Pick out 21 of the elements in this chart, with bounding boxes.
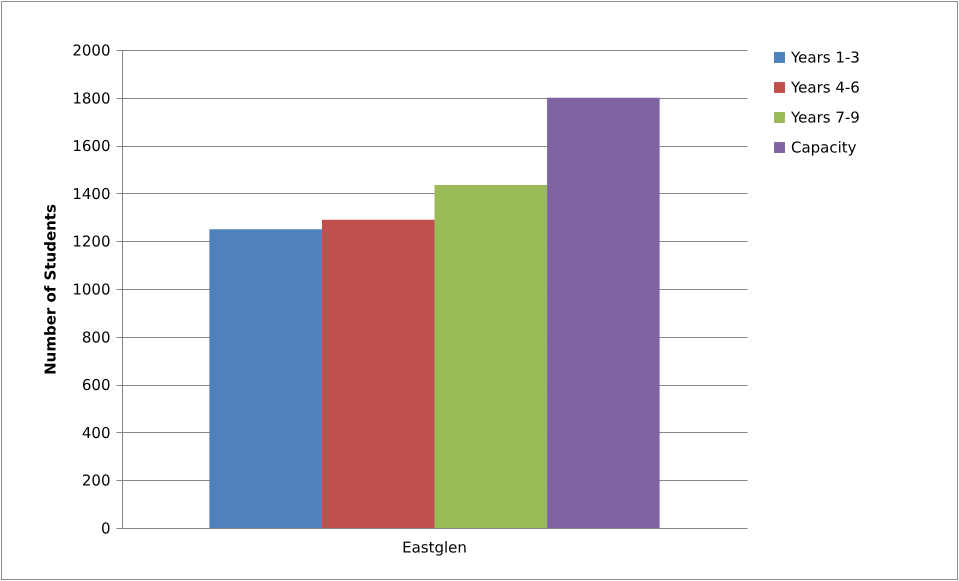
bar bbox=[209, 229, 322, 528]
y-tick-label: 200 bbox=[82, 472, 110, 490]
y-tick-label: 1400 bbox=[72, 184, 110, 203]
y-tick-label: 0 bbox=[100, 520, 110, 538]
y-tick-label: 400 bbox=[82, 424, 110, 442]
y-tick-label: 600 bbox=[82, 376, 110, 394]
legend-label: Capacity bbox=[791, 138, 857, 156]
bar bbox=[434, 185, 548, 528]
bar bbox=[547, 98, 660, 528]
y-tick-label: 2000 bbox=[72, 42, 110, 60]
legend-label: Years 1-3 bbox=[790, 48, 860, 66]
bar bbox=[322, 220, 434, 528]
y-tick-label: 1200 bbox=[72, 232, 110, 251]
legend-label: Years 7-9 bbox=[790, 108, 860, 126]
y-tick-label: 1800 bbox=[72, 89, 110, 108]
legend-label: Years 4-6 bbox=[790, 78, 860, 96]
y-tick-label: 1000 bbox=[72, 280, 110, 298]
y-tick-label: 800 bbox=[82, 328, 110, 346]
y-tick-label: 1600 bbox=[72, 137, 110, 156]
x-tick-label: Eastglen bbox=[402, 538, 467, 556]
y-axis-title: Number of Students bbox=[41, 204, 60, 375]
